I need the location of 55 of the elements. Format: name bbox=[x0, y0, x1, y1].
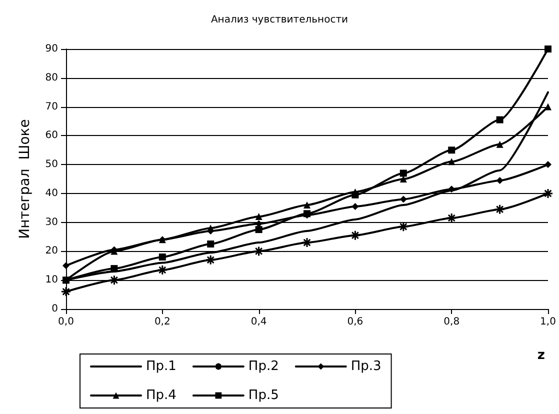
point bbox=[207, 240, 214, 248]
x-tick-label: 0,0 bbox=[58, 316, 74, 328]
point bbox=[110, 265, 118, 272]
point bbox=[496, 140, 504, 148]
point bbox=[448, 158, 456, 166]
point bbox=[352, 202, 359, 210]
point bbox=[350, 230, 360, 241]
point bbox=[158, 254, 166, 260]
point bbox=[207, 224, 214, 232]
point bbox=[255, 226, 262, 234]
x-tick-label: 0,8 bbox=[444, 316, 460, 328]
y-tick-label: 10 bbox=[45, 274, 58, 286]
point bbox=[446, 212, 457, 224]
point bbox=[494, 204, 506, 215]
legend-label: Пр.3 bbox=[350, 359, 382, 374]
point bbox=[60, 286, 72, 297]
point bbox=[62, 262, 70, 270]
point bbox=[496, 176, 504, 184]
y-tick-label: 90 bbox=[45, 44, 58, 54]
x-tick-label: 0,2 bbox=[154, 316, 170, 328]
legend-label: Пр.5 bbox=[248, 388, 279, 403]
chart-title: Анализ чувствительности bbox=[210, 14, 348, 26]
point bbox=[205, 254, 216, 266]
point bbox=[304, 202, 310, 208]
y-tick-label: 0 bbox=[52, 304, 58, 314]
y-tick-label: 60 bbox=[45, 130, 58, 142]
y-tick-label: 40 bbox=[45, 188, 58, 199]
point bbox=[544, 46, 552, 52]
y-tick-label: 80 bbox=[45, 72, 58, 84]
point bbox=[352, 191, 359, 198]
point bbox=[496, 116, 504, 124]
point bbox=[302, 237, 312, 248]
point bbox=[255, 213, 262, 220]
x-axis-title: z bbox=[537, 348, 546, 363]
y-tick-label: 30 bbox=[45, 216, 58, 228]
point bbox=[400, 196, 407, 203]
legend-label: Пр.4 bbox=[146, 388, 176, 403]
point bbox=[157, 264, 168, 276]
y-tick-label: 50 bbox=[45, 159, 58, 170]
point bbox=[448, 146, 456, 154]
y-tick-label: 20 bbox=[45, 246, 58, 257]
x-tick-label: 0,4 bbox=[250, 316, 267, 328]
point bbox=[542, 188, 554, 199]
legend-label: Пр.2 bbox=[248, 359, 279, 374]
y-tick-label: 70 bbox=[45, 101, 58, 112]
legend-label: Пр.1 bbox=[146, 359, 176, 374]
point bbox=[108, 274, 120, 286]
x-tick-label: 0,6 bbox=[347, 316, 364, 328]
point bbox=[400, 170, 407, 177]
point bbox=[544, 103, 552, 110]
point bbox=[544, 161, 552, 168]
point bbox=[255, 220, 262, 228]
point bbox=[400, 176, 407, 182]
y-axis-title: Интеграл Шоке bbox=[17, 119, 33, 239]
x-tick-label: 1,0 bbox=[540, 316, 556, 328]
